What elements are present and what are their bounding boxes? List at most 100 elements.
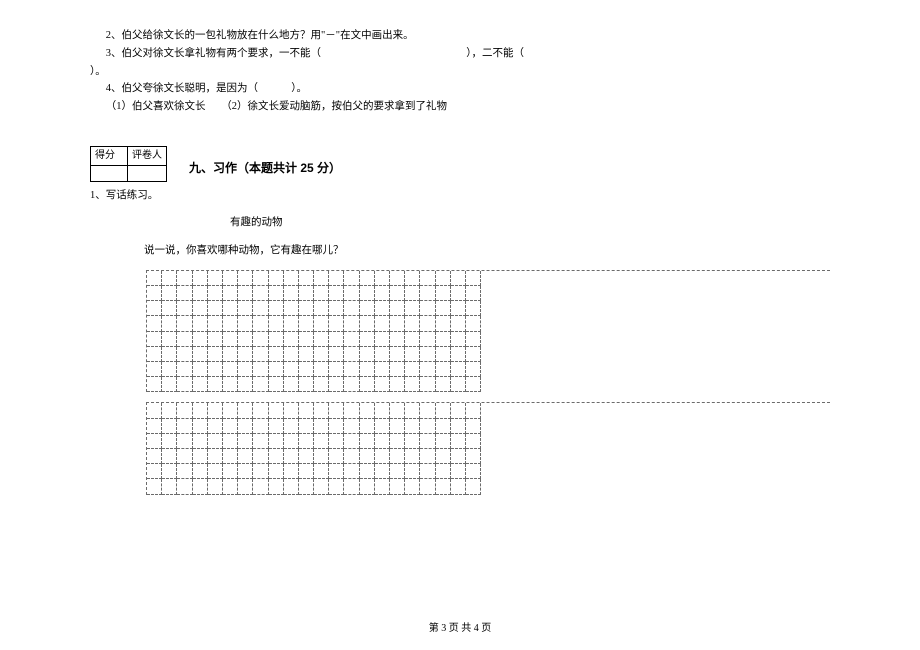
writing-cell[interactable] — [405, 286, 420, 301]
writing-cell[interactable] — [375, 271, 390, 286]
writing-cell[interactable] — [466, 301, 481, 316]
writing-cell[interactable] — [193, 419, 208, 434]
writing-cell[interactable] — [177, 464, 192, 479]
writing-cell[interactable] — [299, 286, 314, 301]
writing-cell[interactable] — [147, 449, 162, 464]
writing-cell[interactable] — [238, 449, 253, 464]
writing-cell[interactable] — [390, 347, 405, 362]
writing-cell[interactable] — [162, 286, 177, 301]
writing-cell[interactable] — [420, 347, 435, 362]
writing-cell[interactable] — [162, 362, 177, 377]
writing-cell[interactable] — [177, 362, 192, 377]
writing-cell[interactable] — [253, 362, 268, 377]
writing-cell[interactable] — [466, 347, 481, 362]
writing-cell[interactable] — [269, 316, 284, 331]
writing-cell[interactable] — [193, 332, 208, 347]
writing-cell[interactable] — [375, 449, 390, 464]
writing-cell[interactable] — [329, 286, 344, 301]
writing-cell[interactable] — [299, 271, 314, 286]
writing-cell[interactable] — [284, 301, 299, 316]
writing-cell[interactable] — [329, 479, 344, 494]
writing-cell[interactable] — [420, 271, 435, 286]
writing-cell[interactable] — [238, 286, 253, 301]
writing-cell[interactable] — [253, 316, 268, 331]
writing-cell[interactable] — [420, 464, 435, 479]
writing-cell[interactable] — [360, 403, 375, 418]
writing-cell[interactable] — [451, 434, 466, 449]
writing-cell[interactable] — [284, 316, 299, 331]
writing-cell[interactable] — [466, 479, 481, 494]
writing-cell[interactable] — [208, 286, 223, 301]
writing-cell[interactable] — [420, 301, 435, 316]
writing-cell[interactable] — [193, 479, 208, 494]
writing-cell[interactable] — [147, 286, 162, 301]
writing-cell[interactable] — [208, 464, 223, 479]
writing-cell[interactable] — [238, 332, 253, 347]
writing-cell[interactable] — [436, 479, 451, 494]
writing-cell[interactable] — [436, 301, 451, 316]
writing-cell[interactable] — [147, 332, 162, 347]
writing-cell[interactable] — [436, 403, 451, 418]
writing-cell[interactable] — [314, 434, 329, 449]
writing-cell[interactable] — [329, 449, 344, 464]
writing-cell[interactable] — [269, 301, 284, 316]
writing-cell[interactable] — [329, 347, 344, 362]
writing-cell[interactable] — [253, 332, 268, 347]
writing-cell[interactable] — [269, 434, 284, 449]
writing-cell[interactable] — [269, 419, 284, 434]
writing-cell[interactable] — [177, 449, 192, 464]
writing-cell[interactable] — [314, 362, 329, 377]
writing-cell[interactable] — [162, 419, 177, 434]
writing-cell[interactable] — [436, 347, 451, 362]
writing-cell[interactable] — [284, 332, 299, 347]
writing-cell[interactable] — [405, 479, 420, 494]
writing-cell[interactable] — [253, 434, 268, 449]
writing-cell[interactable] — [177, 332, 192, 347]
writing-cell[interactable] — [284, 347, 299, 362]
writing-cell[interactable] — [436, 449, 451, 464]
writing-cell[interactable] — [390, 434, 405, 449]
writing-cell[interactable] — [390, 403, 405, 418]
writing-cell[interactable] — [238, 377, 253, 392]
writing-cell[interactable] — [405, 362, 420, 377]
writing-cell[interactable] — [238, 434, 253, 449]
writing-cell[interactable] — [360, 271, 375, 286]
writing-cell[interactable] — [466, 377, 481, 392]
writing-cell[interactable] — [344, 271, 359, 286]
writing-cell[interactable] — [375, 332, 390, 347]
writing-cell[interactable] — [436, 419, 451, 434]
writing-cell[interactable] — [329, 403, 344, 418]
writing-cell[interactable] — [238, 479, 253, 494]
writing-cell[interactable] — [223, 332, 238, 347]
writing-cell[interactable] — [375, 316, 390, 331]
writing-cell[interactable] — [466, 316, 481, 331]
writing-cell[interactable] — [193, 464, 208, 479]
writing-cell[interactable] — [314, 403, 329, 418]
writing-cell[interactable] — [193, 286, 208, 301]
writing-cell[interactable] — [223, 479, 238, 494]
writing-cell[interactable] — [162, 271, 177, 286]
writing-cell[interactable] — [269, 403, 284, 418]
writing-cell[interactable] — [284, 286, 299, 301]
writing-cell[interactable] — [314, 271, 329, 286]
writing-cell[interactable] — [208, 403, 223, 418]
writing-cell[interactable] — [329, 332, 344, 347]
writing-cell[interactable] — [390, 464, 405, 479]
writing-cell[interactable] — [193, 347, 208, 362]
writing-cell[interactable] — [147, 434, 162, 449]
writing-cell[interactable] — [314, 347, 329, 362]
writing-cell[interactable] — [390, 419, 405, 434]
writing-cell[interactable] — [405, 434, 420, 449]
writing-cell[interactable] — [162, 403, 177, 418]
writing-cell[interactable] — [238, 362, 253, 377]
writing-cell[interactable] — [420, 332, 435, 347]
writing-cell[interactable] — [223, 316, 238, 331]
writing-cell[interactable] — [466, 286, 481, 301]
writing-cell[interactable] — [284, 479, 299, 494]
writing-cell[interactable] — [299, 377, 314, 392]
writing-cell[interactable] — [451, 332, 466, 347]
writing-cell[interactable] — [375, 479, 390, 494]
writing-cell[interactable] — [162, 464, 177, 479]
writing-cell[interactable] — [344, 479, 359, 494]
writing-cell[interactable] — [208, 449, 223, 464]
